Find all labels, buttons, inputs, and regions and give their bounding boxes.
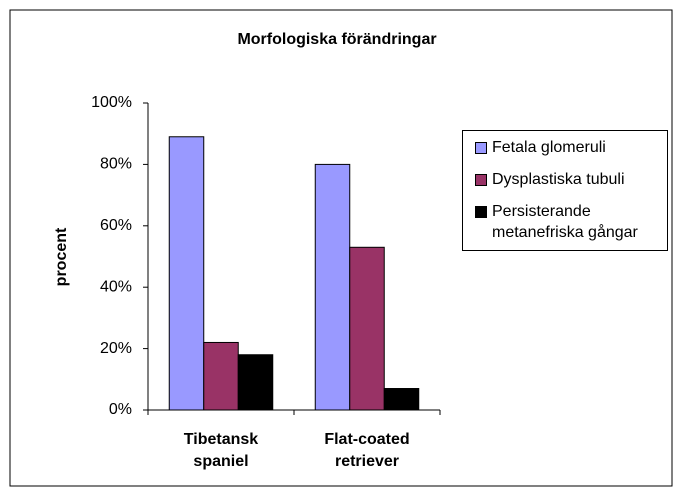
legend: Fetala glomeruli Dysplastiska tubuli Persi… xyxy=(462,130,668,251)
legend-item: Dysplastiska tubuli xyxy=(475,169,663,190)
x-tick-label: Tibetansk spaniel xyxy=(183,431,259,470)
legend-item: Persisterande metanefriska gångar xyxy=(475,201,663,243)
legend-item: Fetala glomeruli xyxy=(475,137,663,158)
y-tick-label: 40% xyxy=(100,278,132,295)
y-tick-label: 80% xyxy=(100,156,132,173)
chart-border xyxy=(9,9,673,487)
legend-label: Dysplastiska tubuli xyxy=(492,171,625,188)
bar xyxy=(314,163,351,411)
y-tick-label: 60% xyxy=(100,217,132,234)
y-tick-label: 100% xyxy=(91,94,132,111)
legend-label: Fetala glomeruli xyxy=(492,139,606,156)
legend-swatch xyxy=(475,174,487,186)
y-tick-label: 20% xyxy=(100,340,132,357)
bar xyxy=(203,341,239,411)
bar xyxy=(349,246,385,411)
legend-swatch xyxy=(475,206,487,218)
y-tick-label: 0% xyxy=(109,401,132,418)
chart-title: Morfologiska förändringar xyxy=(237,31,436,48)
legend-swatch xyxy=(475,142,487,154)
bar xyxy=(168,136,205,411)
x-tick-label: Flat-coated retriever xyxy=(324,431,410,470)
bar xyxy=(237,354,274,411)
legend-label: Persisterande metanefriska gångar xyxy=(492,203,638,241)
bar xyxy=(383,388,420,411)
y-axis-title: procent xyxy=(53,227,70,286)
